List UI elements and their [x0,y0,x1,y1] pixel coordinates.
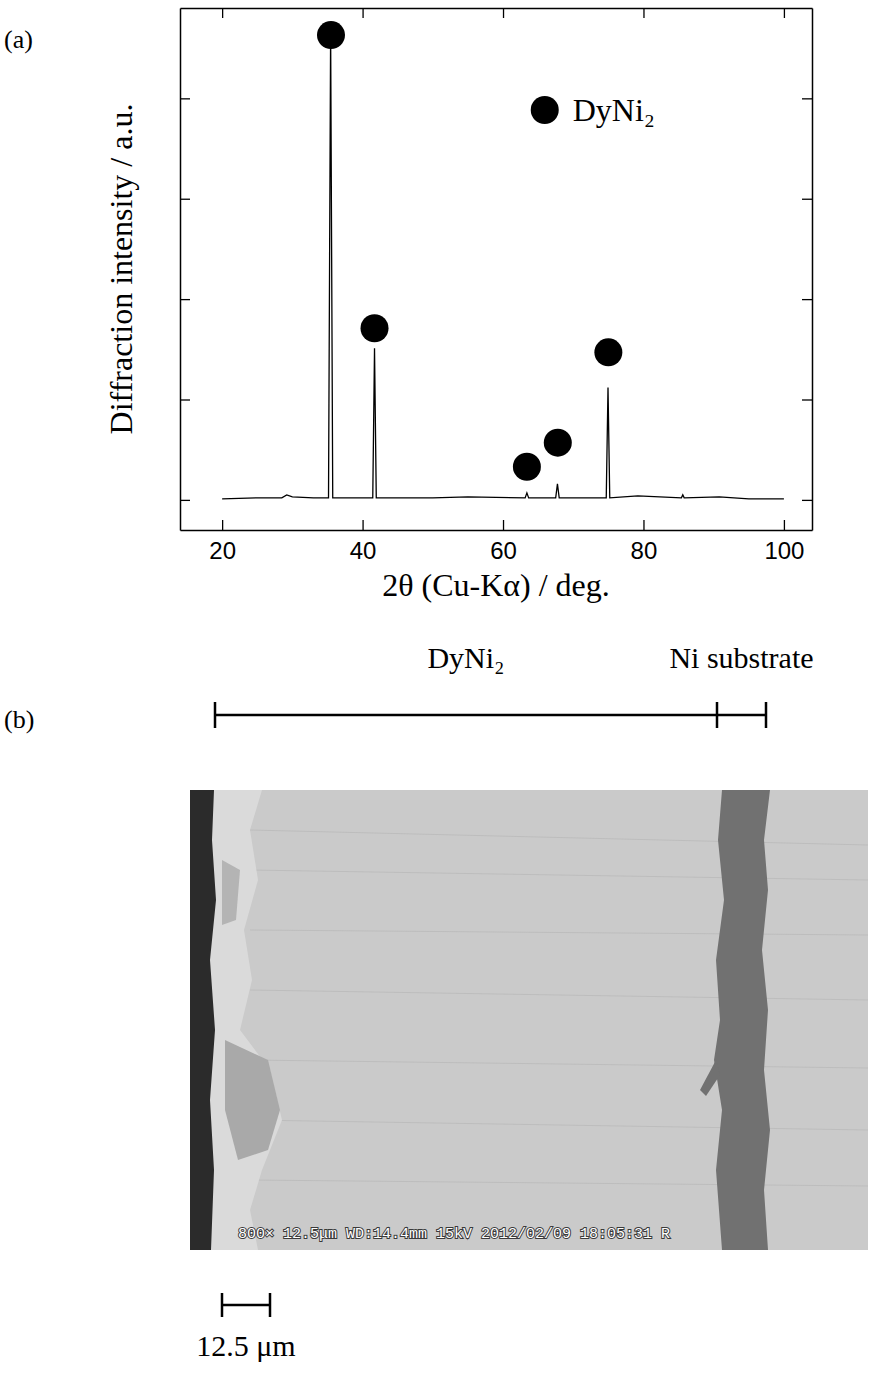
bracket-end [214,702,217,728]
panel-label: (a) [4,25,33,54]
tick-mark [802,98,812,99]
surface-patch [222,860,240,925]
axis-line [181,8,813,10]
legend-label: DyNi₂ [573,92,655,128]
surface-zone [190,790,282,1250]
tick-label: 80 [631,537,658,564]
phase-marker [544,429,572,457]
tick-label: 40 [350,537,377,564]
tick [802,199,812,200]
x-axis: 20 40 60 80 100 [181,520,813,564]
tick-mark [784,8,785,18]
phase-marker [317,21,345,49]
scratch [250,870,868,880]
tick-mark [802,299,812,300]
tick-mark [784,520,785,530]
tick [802,98,812,99]
tick: 40 [350,520,377,564]
scale-bar [222,1293,270,1317]
tick [180,500,190,501]
scratch [250,1180,868,1186]
plot-area [222,21,784,499]
tick-mark [180,299,190,300]
axis-line [180,9,182,531]
bracket-end [765,702,768,728]
y-axis [180,9,190,531]
tick-mark [503,8,504,18]
substrate-band [714,790,770,1250]
tick [180,199,190,200]
resin-edge [190,790,216,1250]
scale-bar-line [222,1304,270,1307]
tick [363,8,364,18]
surface-patch [225,1040,280,1160]
tick-mark [802,199,812,200]
tick-label: 60 [490,537,517,564]
tick-mark [180,98,190,99]
tick-mark [802,399,812,400]
tick: 20 [209,520,236,564]
panel-label: (b) [4,705,34,734]
tick-mark [802,500,812,501]
scratch [250,990,868,1000]
tick [802,400,812,401]
tick-mark [222,8,223,18]
tick-mark [362,8,363,18]
tick-mark [643,520,644,530]
layer-bracket [215,702,766,728]
scale-bar-end [221,1293,224,1317]
axis-line [812,9,814,531]
tick-mark [362,520,363,530]
phase-marker [513,453,541,481]
info-bar: 800× 12.5μm WD:14.4mm 15kV 2012/02/09 18… [238,1226,670,1243]
legend: DyNi₂ [531,92,655,128]
tick-mark [503,520,504,530]
tick-mark [180,199,190,200]
scratch [250,1060,868,1068]
tick: 80 [631,520,658,564]
phase-marker [594,338,622,366]
scratch [250,930,868,935]
tick: 100 [764,520,804,564]
tick-mark [222,520,223,530]
tick [180,400,190,401]
tick [802,299,812,300]
y-axis-title: Diffraction intensity / a.u. [103,104,139,435]
phase-marker [361,314,389,342]
scratch [250,830,868,845]
tick [222,8,223,18]
tick-label: 100 [764,537,804,564]
tick-mark [180,399,190,400]
sem-background [190,790,868,1250]
diffraction-pattern [222,30,784,499]
tick-mark [643,8,644,18]
scale-bar-end [269,1293,272,1317]
layer-label: DyNi₂ [427,641,504,674]
sem-image [190,790,868,1250]
axis-line [181,530,813,532]
layer-label: Ni substrate [669,641,813,674]
substrate-spur [700,1060,720,1096]
tick: 60 [490,520,517,564]
tick [180,299,190,300]
figure: (a) 20 40 60 80 100 2θ (Cu-Kα) / deg. Diffracti… [0,0,894,1397]
bracket-line [215,714,766,717]
tick [180,98,190,99]
y-axis-right [802,9,813,531]
x-axis-top [181,8,813,18]
tick [802,500,812,501]
tick-label: 20 [209,537,236,564]
legend-marker [531,96,559,124]
bracket-end [716,702,719,728]
scratch [250,1120,868,1130]
x-axis-title: 2θ (Cu-Kα) / deg. [382,567,610,603]
tick [503,8,504,18]
scale-bar-label: 12.5 μm [196,1329,295,1362]
tick [784,8,785,18]
tick [643,8,644,18]
tick-mark [180,500,190,501]
